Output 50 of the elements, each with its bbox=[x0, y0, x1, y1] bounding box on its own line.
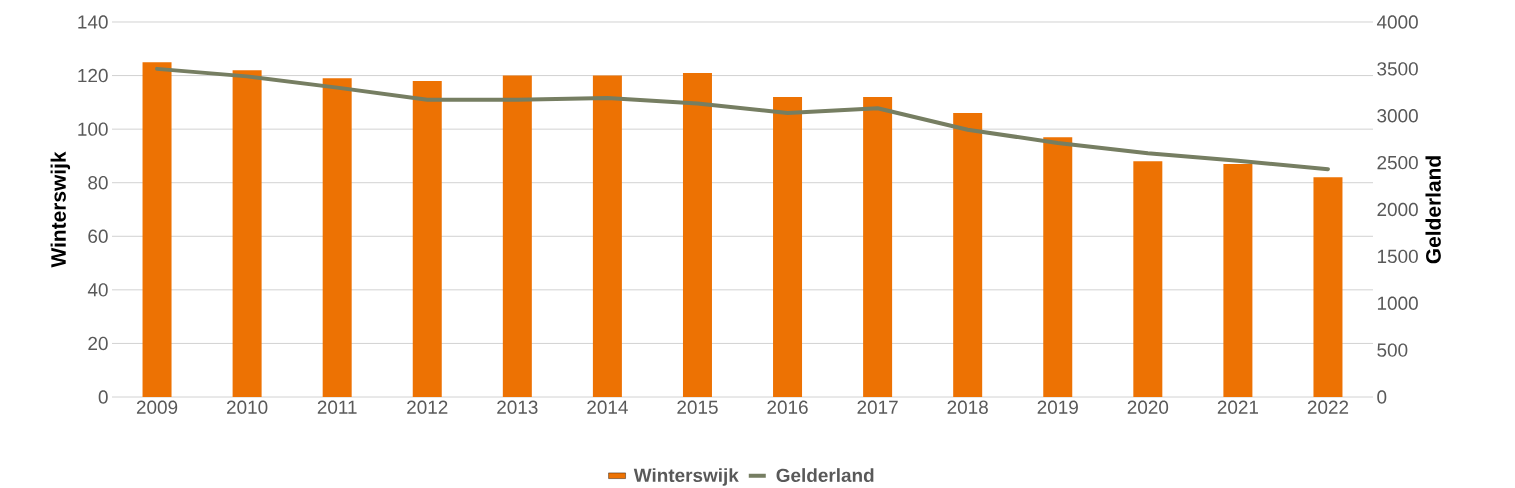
y2-tick-label: 3500 bbox=[1377, 62, 1418, 76]
y2-tick-label: 4000 bbox=[1376, 15, 1418, 29]
x-tick-label: 2013 bbox=[497, 400, 538, 414]
y-tick-label: 120 bbox=[78, 68, 108, 83]
x-tick-label: 2016 bbox=[767, 400, 808, 414]
y2-tick-label: 1000 bbox=[1377, 296, 1418, 310]
x-tick-label: 2022 bbox=[1307, 400, 1349, 414]
y-axis-title: Winterswijk bbox=[50, 151, 71, 268]
x-tick-label: 2021 bbox=[1217, 400, 1259, 414]
y2-tick-label: 500 bbox=[1377, 343, 1408, 357]
bar bbox=[232, 70, 262, 397]
x-tick-label: 2020 bbox=[1127, 400, 1169, 414]
line-series bbox=[155, 66, 1330, 172]
bar bbox=[322, 78, 352, 397]
x-tick-label: 2009 bbox=[136, 400, 178, 414]
y-tick-label: 60 bbox=[88, 229, 108, 243]
bar bbox=[682, 72, 712, 397]
x-tick-label: 2015 bbox=[677, 400, 718, 414]
y2-tick-label: 1500 bbox=[1377, 249, 1418, 264]
x-tick-label: 2019 bbox=[1037, 400, 1078, 414]
y-tick-label: 40 bbox=[87, 283, 108, 297]
bar bbox=[1223, 163, 1253, 397]
bar bbox=[953, 113, 983, 397]
y2-tick-label: 2500 bbox=[1377, 155, 1418, 170]
legend-label: Gelderland bbox=[776, 468, 874, 483]
y-tick-label: 140 bbox=[78, 15, 108, 29]
bar bbox=[592, 75, 622, 397]
y2-axis-title: Gelderland bbox=[1425, 156, 1441, 264]
x-tick-label: 2012 bbox=[407, 400, 448, 414]
y-tick-label: 80 bbox=[88, 176, 108, 190]
x-tick-label: 2018 bbox=[947, 400, 988, 414]
y-tick-label: 0 bbox=[98, 390, 108, 404]
bar bbox=[1043, 137, 1073, 397]
y2-tick-label: 2000 bbox=[1377, 202, 1418, 217]
x-tick-label: 2011 bbox=[317, 400, 357, 414]
y-tick-label: 100 bbox=[78, 122, 108, 136]
bar bbox=[1313, 177, 1343, 397]
legend-label: Winterswijk bbox=[633, 468, 739, 486]
bar bbox=[502, 75, 532, 397]
x-tick-label: 2017 bbox=[857, 400, 898, 414]
y2-tick-label: 0 bbox=[1377, 390, 1387, 404]
bar bbox=[1133, 161, 1163, 397]
bar bbox=[412, 80, 442, 397]
bar bbox=[773, 97, 803, 397]
bar bbox=[863, 97, 893, 397]
bar bbox=[142, 62, 172, 397]
y-tick-label: 20 bbox=[88, 336, 108, 351]
x-tick-label: 2014 bbox=[587, 400, 628, 414]
x-tick-label: 2010 bbox=[227, 400, 268, 414]
y2-tick-label: 3000 bbox=[1377, 109, 1418, 123]
